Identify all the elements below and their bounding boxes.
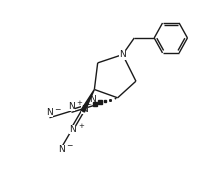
Text: N: N bbox=[69, 125, 76, 134]
Text: N: N bbox=[89, 95, 96, 104]
Text: −: − bbox=[55, 105, 61, 114]
Text: N: N bbox=[46, 108, 53, 117]
Text: N: N bbox=[68, 102, 74, 111]
Text: −: − bbox=[66, 141, 73, 151]
Text: N: N bbox=[58, 145, 64, 154]
Text: +: + bbox=[78, 123, 84, 129]
Text: N: N bbox=[119, 50, 126, 59]
Text: N: N bbox=[81, 105, 88, 114]
Text: +: + bbox=[77, 100, 82, 106]
Polygon shape bbox=[81, 90, 94, 112]
